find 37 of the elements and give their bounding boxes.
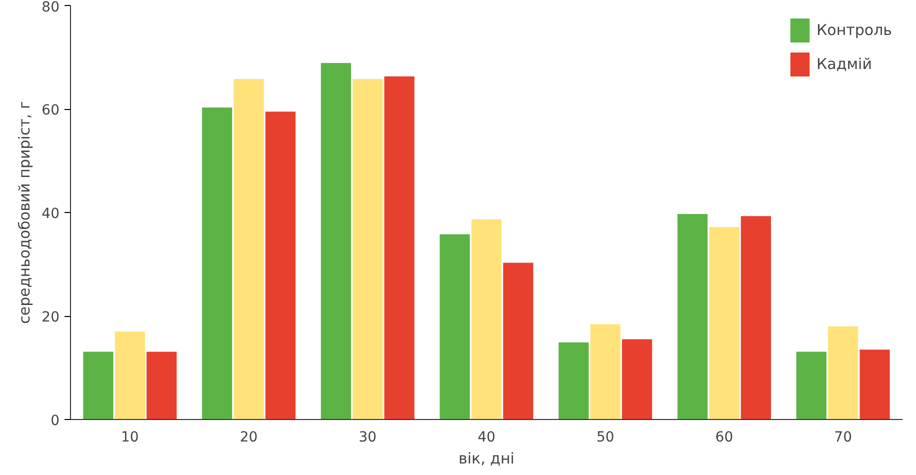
bar xyxy=(558,342,589,420)
x-tick-label: 40 xyxy=(478,430,496,446)
x-tick-label: 30 xyxy=(358,430,377,446)
bar xyxy=(83,352,114,420)
y-tick-label: 60 xyxy=(42,102,60,118)
y-tick-label: 0 xyxy=(50,413,60,429)
legend-label: Кадмій xyxy=(816,55,872,73)
y-tick-label: 20 xyxy=(42,310,60,326)
y-tick-label: 40 xyxy=(42,206,60,222)
y-axis-title: середньодобовий приріст, г xyxy=(16,101,34,324)
x-axis-title: вік, дні xyxy=(458,450,514,468)
bar xyxy=(677,214,708,420)
bar xyxy=(384,76,414,420)
x-tick-label: 60 xyxy=(715,430,734,446)
bar xyxy=(320,62,352,420)
bar xyxy=(471,219,502,420)
legend-label: Контроль xyxy=(816,21,892,39)
bar xyxy=(352,78,383,420)
bar xyxy=(265,112,296,420)
x-tick-label: 20 xyxy=(240,430,258,446)
x-tick-label: 70 xyxy=(834,430,852,446)
bar xyxy=(234,78,264,420)
bar xyxy=(503,262,534,420)
bar xyxy=(828,326,858,420)
x-tick-label: 50 xyxy=(596,430,614,446)
bar xyxy=(796,352,826,420)
bar xyxy=(146,352,177,420)
bar xyxy=(709,226,740,420)
bar xyxy=(860,350,890,420)
y-tick-label: 80 xyxy=(42,0,60,16)
bar xyxy=(622,339,652,420)
x-tick-label: 10 xyxy=(121,430,139,446)
bar xyxy=(590,324,620,420)
bar xyxy=(740,216,771,420)
bar xyxy=(440,234,470,420)
bar xyxy=(114,332,145,420)
bar xyxy=(202,107,232,420)
